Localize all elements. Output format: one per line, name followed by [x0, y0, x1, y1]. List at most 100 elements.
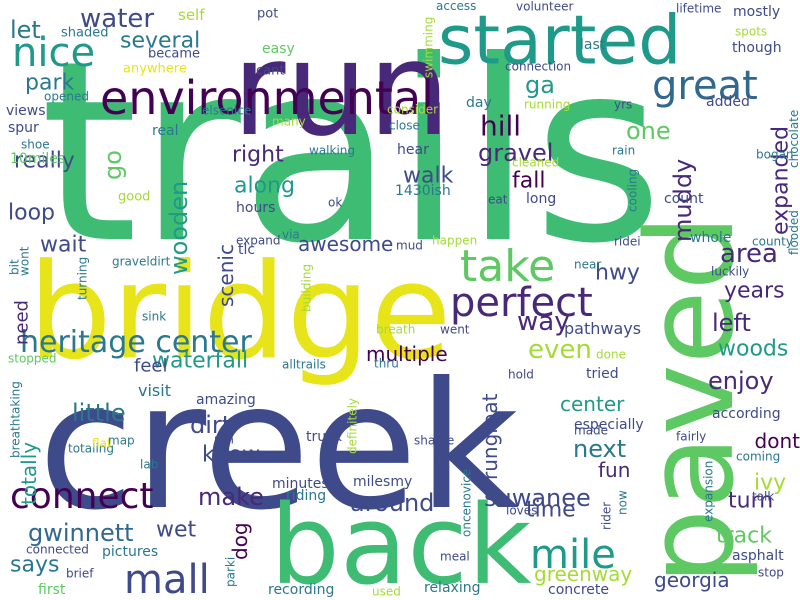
cloud-word: turning: [75, 256, 90, 300]
cloud-word: swimming: [421, 16, 436, 78]
cloud-word: park: [25, 70, 75, 96]
cloud-word: run: [232, 13, 451, 165]
cloud-word: added: [706, 93, 750, 110]
cloud-word: yrs: [614, 97, 633, 112]
cloud-word: nice: [12, 30, 96, 76]
cloud-word: self: [178, 6, 205, 24]
cloud-word: especially: [574, 416, 644, 433]
cloud-word: map: [108, 433, 135, 448]
cloud-word: heritage center: [20, 325, 252, 360]
cloud-word: pictures: [102, 543, 159, 560]
cloud-word: mile: [530, 532, 616, 578]
cloud-word: elsenice: [202, 103, 252, 118]
cloud-word: bogan: [756, 147, 794, 162]
cloud-word: several: [120, 28, 201, 54]
cloud-word: talk: [752, 489, 775, 504]
cloud-word: meal: [440, 549, 470, 564]
cloud-word: take: [460, 240, 556, 292]
cloud-word: first: [38, 581, 66, 598]
cloud-word: ok: [328, 195, 343, 210]
cloud-word: tried: [586, 365, 619, 382]
cloud-word: minutes: [272, 475, 329, 492]
cloud-word: luckily: [711, 264, 750, 279]
cloud-word: scenic: [214, 244, 238, 307]
cloud-word: tlc: [238, 241, 256, 258]
cloud-word: greenway: [534, 562, 633, 586]
cloud-word: whole: [690, 229, 732, 246]
cloud-word: used: [372, 584, 401, 599]
cloud-word: rungreat: [478, 393, 502, 480]
cloud-word: hours: [236, 199, 276, 216]
cloud-word: go: [98, 150, 127, 180]
cloud-word: real: [152, 122, 179, 139]
cloud-word: around: [350, 488, 435, 517]
cloud-word: graveldirt: [112, 254, 171, 269]
cloud-word: hear: [397, 141, 429, 158]
cloud-word: water: [80, 4, 155, 35]
cloud-word: opened: [44, 89, 89, 104]
cloud-word: dog: [228, 522, 252, 560]
cloud-word: parki: [223, 556, 238, 587]
cloud-word: woods: [718, 336, 789, 362]
cloud-word: turn: [728, 488, 774, 514]
cloud-word: along: [234, 173, 295, 199]
cloud-word: shaded: [61, 25, 109, 41]
cloud-word: access: [436, 0, 477, 13]
cloud-word: lifetime: [676, 1, 722, 16]
cloud-word: connected: [26, 542, 89, 557]
cloud-word: mud: [396, 238, 423, 253]
cloud-word: flooded: [787, 210, 800, 255]
cloud-word: creek: [38, 346, 519, 549]
cloud-word: know: [202, 442, 261, 468]
cloud-word: coming: [736, 449, 781, 464]
cloud-word: amazing: [196, 391, 256, 408]
cloud-word: breathtaking: [8, 381, 23, 458]
cloud-word: spur: [8, 119, 39, 136]
cloud-word: feel: [134, 355, 168, 377]
cloud-word: center: [560, 392, 625, 416]
cloud-word: spots: [735, 24, 768, 39]
cloud-word: multiple: [366, 342, 448, 366]
cloud-word: georgia: [654, 568, 730, 592]
cloud-word: brief: [66, 566, 94, 581]
cloud-word: done: [596, 347, 626, 362]
cloud-word: eat: [488, 192, 508, 207]
cloud-word: even: [528, 335, 592, 366]
cloud-word: shoe: [21, 137, 50, 152]
cloud-word: became: [148, 46, 201, 62]
cloud-word: many: [272, 114, 306, 129]
cloud-word: one: [626, 116, 671, 145]
cloud-word: environmental: [100, 71, 434, 126]
cloud-word: truck: [306, 428, 342, 445]
cloud-word: asphalt: [732, 547, 784, 564]
cloud-word: wont: [17, 246, 32, 276]
cloud-word: years: [724, 278, 785, 304]
cloud-word: riding: [286, 487, 327, 504]
cloud-word: though: [732, 39, 782, 56]
cloud-word: recording: [268, 581, 335, 598]
cloud-word: fun: [598, 458, 631, 482]
cloud-word: made: [574, 423, 609, 438]
cloud-word: according: [712, 405, 781, 422]
cloud-word: county: [752, 234, 793, 249]
cloud-word: chocolate: [787, 109, 800, 168]
cloud-word: rider: [599, 501, 614, 530]
cloud-word: good: [118, 189, 151, 205]
cloud-word: building: [299, 263, 314, 312]
cloud-word: last: [580, 36, 606, 53]
cloud-word: expand: [236, 233, 281, 248]
cloud-word: dirt: [190, 410, 232, 439]
cloud-word: great: [652, 63, 758, 109]
cloud-word: way: [517, 307, 570, 338]
cloud-word: ridei: [614, 234, 641, 249]
cloud-word: right: [232, 142, 284, 168]
cloud-word: alltrails: [282, 357, 326, 372]
cloud-word: day: [466, 94, 492, 111]
cloud-word: easy: [262, 40, 295, 57]
cloud-word: loop: [8, 200, 55, 226]
cloud-word: thru: [374, 356, 399, 371]
cloud-word: sink: [142, 309, 167, 324]
cloud-word: left: [712, 308, 751, 337]
cloud-word: time: [526, 497, 576, 523]
cloud-word: mall: [124, 557, 210, 600]
